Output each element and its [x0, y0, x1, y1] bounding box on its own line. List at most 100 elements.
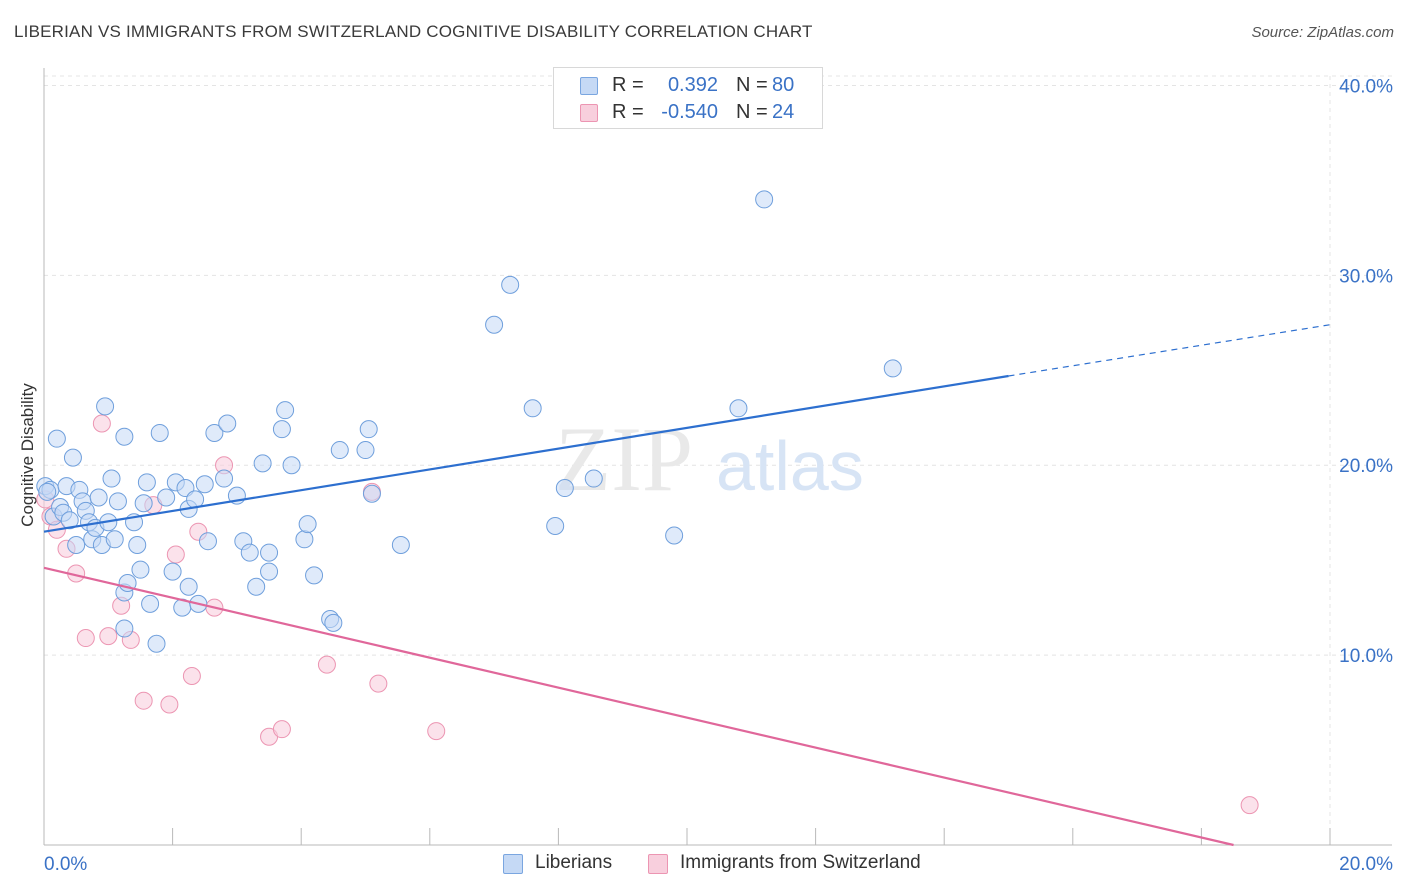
n-label: N =	[736, 101, 768, 123]
data-point-liberians	[147, 634, 166, 653]
data-point-liberians	[276, 401, 295, 420]
trend-line-switzerland	[43, 566, 1234, 847]
legend-swatch-blue	[580, 77, 598, 95]
legend-swatch-pink	[648, 854, 668, 874]
data-point-liberians	[115, 619, 134, 638]
data-point-liberians	[134, 494, 153, 513]
series-legend: Liberians Immigrants from Switzerland	[0, 852, 1406, 878]
data-point-liberians	[260, 543, 279, 562]
data-point-liberians	[215, 469, 234, 488]
data-point-switzerland	[134, 691, 153, 710]
data-point-liberians	[523, 399, 542, 418]
data-point-liberians	[295, 530, 314, 549]
r-value: -0.540	[661, 101, 718, 123]
data-point-liberians	[330, 441, 349, 460]
data-point-liberians	[150, 423, 169, 442]
data-point-switzerland	[427, 722, 446, 741]
data-point-liberians	[67, 535, 86, 554]
r-value: 0.392	[667, 74, 718, 96]
data-point-liberians	[247, 577, 266, 596]
legend-swatch-blue	[503, 854, 523, 874]
data-point-liberians	[665, 526, 684, 545]
y-tick-label: 20.0%	[1339, 456, 1393, 477]
chart-title: LIBERIAN VS IMMIGRANTS FROM SWITZERLAND …	[14, 22, 813, 41]
data-point-liberians	[755, 190, 774, 209]
data-point-liberians	[195, 475, 214, 494]
data-point-liberians	[131, 560, 150, 579]
data-point-liberians	[115, 427, 134, 446]
stats-legend: R = 0.392 N = 80 R = -0.540 N = 24	[553, 67, 823, 129]
data-point-liberians	[729, 399, 748, 418]
legend-swatch-pink	[580, 104, 598, 122]
data-point-liberians	[485, 315, 504, 334]
data-point-liberians	[96, 397, 115, 416]
data-point-liberians	[546, 517, 565, 536]
data-point-switzerland	[1240, 796, 1259, 815]
data-point-liberians	[298, 515, 317, 534]
watermark: ZIP atlas	[555, 408, 864, 510]
data-point-liberians	[179, 577, 198, 596]
r-label: R =	[612, 74, 644, 96]
x-tick-label: 20.0%	[1339, 854, 1393, 875]
watermark-atlas: atlas	[716, 427, 864, 505]
n-label: N =	[736, 74, 768, 96]
data-point-liberians	[391, 535, 410, 554]
x-tick-label: 0.0%	[44, 854, 87, 875]
watermark-zip: ZIP	[555, 408, 693, 510]
legend-label: Liberians	[535, 852, 613, 873]
data-point-liberians	[47, 429, 66, 448]
data-point-switzerland	[160, 695, 179, 714]
data-point-liberians	[359, 420, 378, 439]
data-point-liberians	[282, 456, 301, 475]
data-point-liberians	[555, 479, 574, 498]
data-point-liberians	[240, 543, 259, 562]
data-point-liberians	[60, 511, 79, 530]
data-point-liberians	[102, 469, 121, 488]
x-tick-labels: 0.0% 20.0%	[44, 854, 1393, 875]
y-tick-label: 30.0%	[1339, 266, 1393, 287]
data-point-liberians	[141, 594, 160, 613]
trend-line-liberians	[43, 374, 1009, 533]
data-point-liberians	[260, 562, 279, 581]
data-point-liberians	[163, 562, 182, 581]
data-point-switzerland	[99, 627, 118, 646]
trend-lines	[43, 324, 1331, 847]
data-point-switzerland	[272, 720, 291, 739]
data-point-switzerland	[166, 545, 185, 564]
data-point-liberians	[205, 423, 224, 442]
data-point-liberians	[63, 448, 82, 467]
data-point-switzerland	[317, 655, 336, 674]
data-point-liberians	[883, 359, 902, 378]
data-point-liberians	[362, 484, 381, 503]
data-point-liberians	[108, 492, 127, 511]
series-liberians	[36, 190, 902, 653]
data-point-liberians	[324, 613, 343, 632]
data-point-liberians	[105, 530, 124, 549]
legend-label: Immigrants from Switzerland	[680, 852, 921, 873]
r-label: R =	[612, 101, 644, 123]
data-point-liberians	[128, 535, 147, 554]
data-point-liberians	[218, 414, 237, 433]
data-point-switzerland	[182, 667, 201, 686]
trend-line-liberians-extension	[1008, 324, 1331, 377]
data-point-liberians	[157, 488, 176, 507]
data-point-liberians	[137, 473, 156, 492]
data-point-switzerland	[369, 674, 388, 693]
axes	[43, 68, 1392, 846]
y-tick-labels: 10.0% 20.0% 30.0% 40.0%	[1339, 76, 1393, 667]
data-point-liberians	[356, 441, 375, 460]
y-tick-label: 40.0%	[1339, 76, 1393, 97]
data-point-liberians	[38, 482, 57, 501]
data-point-liberians	[89, 488, 108, 507]
data-point-switzerland	[92, 414, 111, 433]
y-tick-label: 10.0%	[1339, 646, 1393, 667]
data-point-liberians	[253, 454, 272, 473]
data-point-liberians	[584, 469, 603, 488]
data-point-liberians	[501, 275, 520, 294]
data-point-liberians	[198, 532, 217, 551]
data-point-switzerland	[76, 629, 95, 648]
n-value: 24	[772, 101, 795, 123]
data-point-liberians	[305, 566, 324, 585]
data-point-liberians	[272, 420, 291, 439]
